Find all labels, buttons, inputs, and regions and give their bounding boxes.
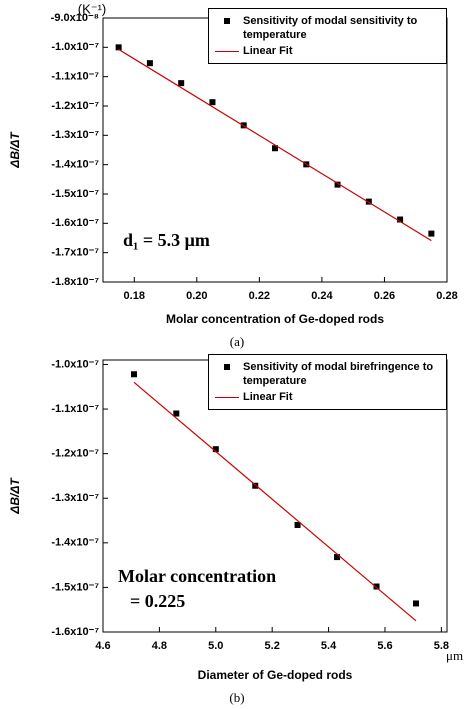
legend-swatch (224, 364, 230, 370)
fit-line (133, 381, 417, 622)
annotation: = 0.225 (130, 591, 185, 611)
x-tick-label: 0.26 (374, 290, 395, 302)
y-unit: (K⁻¹) (78, 1, 107, 16)
x-tick-label: 5.8 (434, 640, 449, 652)
data-point (334, 554, 341, 561)
x-unit: μm (446, 648, 463, 663)
data-point (334, 181, 341, 188)
legend-label: Linear Fit (243, 45, 293, 57)
x-tick-label: 5.0 (208, 640, 223, 652)
legend-entry: Sensitivity of modal sensitivity to temp… (213, 14, 442, 42)
legend-entry: Sensitivity of modal birefringence to te… (213, 360, 442, 388)
x-tick-label: 0.22 (249, 290, 270, 302)
y-tick-label: -9.0x10⁻⁸ (51, 12, 99, 24)
y-tick-label: -1.2x10⁻⁷ (51, 448, 99, 460)
y-tick-label: -1.8x10⁻⁷ (51, 276, 99, 288)
data-point (373, 583, 380, 590)
data-point (209, 99, 216, 106)
data-point (212, 446, 219, 453)
y-tick-label: -1.6x10⁻⁷ (51, 626, 99, 638)
y-tick-label: -1.0x10⁻⁷ (51, 41, 99, 53)
fit-line (118, 48, 432, 242)
legend-label: Sensitivity of modal birefringence to te… (243, 361, 434, 387)
x-tick-label: 5.2 (265, 640, 280, 652)
legend-label: Sensitivity of modal sensitivity to temp… (243, 15, 418, 41)
legend-key (213, 390, 243, 404)
data-point (131, 371, 138, 378)
data-point (365, 198, 372, 205)
data-point (173, 410, 180, 417)
y-axis-label: ΔB/ΔT (8, 477, 22, 515)
y-tick-label: -1.4x10⁻⁷ (51, 159, 99, 171)
x-tick-label: 0.28 (436, 290, 457, 302)
caption: (b) (229, 690, 244, 705)
y-tick-label: -1.2x10⁻⁷ (51, 100, 99, 112)
x-tick-label: 0.24 (311, 290, 333, 302)
y-tick-label: -1.3x10⁻⁷ (51, 492, 99, 504)
x-axis-label: Diameter of Ge-doped rods (198, 668, 353, 682)
caption: (a) (230, 334, 244, 349)
y-tick-label: -1.3x10⁻⁷ (51, 129, 99, 141)
legend-swatch (215, 51, 239, 52)
y-tick-label: -1.5x10⁻⁷ (51, 581, 99, 593)
y-tick-label: -1.1x10⁻⁷ (51, 71, 99, 83)
x-tick-label: 5.6 (377, 640, 392, 652)
x-axis-label: Molar concentration of Ge-doped rods (166, 312, 384, 326)
legend-entry: Linear Fit (213, 44, 442, 58)
y-axis-label: ΔB/ΔT (8, 131, 22, 169)
legend-entry: Linear Fit (213, 390, 442, 404)
annotation: d₁ = 5.3 μm (123, 230, 210, 250)
x-tick-label: 0.18 (124, 290, 145, 302)
data-point (428, 230, 435, 237)
data-point (178, 80, 185, 87)
data-point (115, 44, 122, 51)
x-tick-label: 0.20 (186, 290, 207, 302)
data-point (294, 521, 301, 528)
legend: Sensitivity of modal sensitivity to temp… (208, 8, 447, 64)
data-point (252, 482, 259, 489)
x-tick-label: 5.4 (321, 640, 337, 652)
annotation: Molar concentration (118, 566, 276, 586)
legend-swatch (215, 397, 239, 398)
y-tick-label: -1.7x10⁻⁷ (51, 247, 99, 259)
data-point (146, 60, 153, 67)
data-point (397, 216, 404, 223)
y-tick-label: -1.5x10⁻⁷ (51, 188, 99, 200)
y-tick-label: -1.6x10⁻⁷ (51, 217, 99, 229)
y-tick-label: -1.0x10⁻⁷ (51, 358, 99, 370)
y-tick-label: -1.1x10⁻⁷ (51, 403, 99, 415)
x-tick-label: 4.8 (152, 640, 167, 652)
y-tick-label: -1.4x10⁻⁷ (51, 537, 99, 549)
legend-key (213, 14, 243, 28)
legend-key (213, 360, 243, 374)
x-tick-label: 4.6 (95, 640, 110, 652)
legend-label: Linear Fit (243, 391, 293, 403)
legend-swatch (224, 18, 230, 24)
legend-key (213, 44, 243, 58)
data-point (412, 600, 419, 607)
data-point (272, 145, 278, 152)
legend: Sensitivity of modal birefringence to te… (208, 354, 447, 410)
